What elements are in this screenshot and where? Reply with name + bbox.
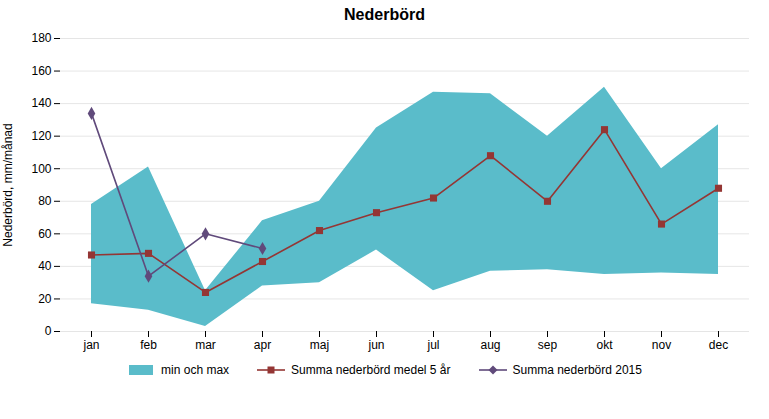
html-text:Summa nederbörd medel 5 år: Summa nederbörd medel 5 år [291, 363, 451, 377]
svg-text:jul: jul [426, 338, 439, 352]
svg-text:feb: feb [140, 338, 157, 352]
svg-text:20: 20 [38, 292, 52, 306]
svg-text:okt: okt [596, 338, 613, 352]
html-text:Summa nederbörd 2015: Summa nederbörd 2015 [512, 363, 642, 377]
svg-text:180: 180 [31, 31, 51, 45]
svg-text:40: 40 [38, 259, 52, 273]
svg-text:sep: sep [538, 338, 558, 352]
svg-text:dec: dec [709, 338, 728, 352]
svg-text:maj: maj [310, 338, 329, 352]
svg-text:jun: jun [367, 338, 384, 352]
svg-text:100: 100 [31, 162, 51, 176]
svg-text:apr: apr [254, 338, 271, 352]
svg-text:80: 80 [38, 194, 52, 208]
svg-text:aug: aug [480, 338, 500, 352]
html-text:min och max: min och max [161, 363, 230, 377]
html-text:Nederbörd: Nederbörd [344, 6, 425, 23]
svg-text:Nederbörd, mm/månad: Nederbörd, mm/månad [1, 123, 15, 246]
svg-text:jan: jan [82, 338, 99, 352]
svg-text:nov: nov [652, 338, 671, 352]
svg-text:140: 140 [31, 96, 51, 110]
svg-text:160: 160 [31, 64, 51, 78]
svg-text:120: 120 [31, 129, 51, 143]
svg-text:60: 60 [38, 227, 52, 241]
svg-text:mar: mar [195, 338, 216, 352]
svg-text:0: 0 [45, 324, 52, 338]
